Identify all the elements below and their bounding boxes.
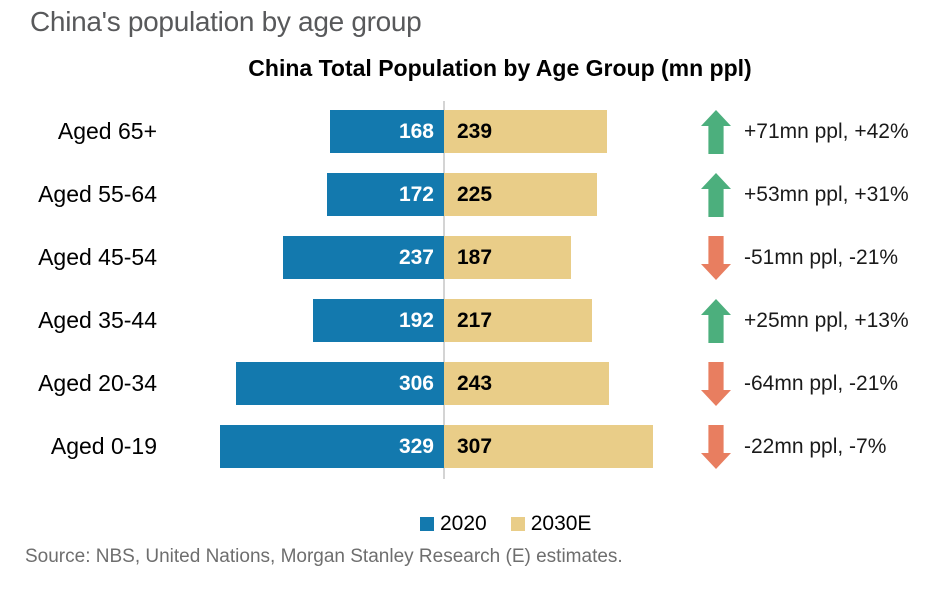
bar-2020: 192: [313, 299, 444, 342]
bar-value-2030e: 239: [457, 120, 493, 143]
bar-value-2020: 172: [398, 183, 434, 206]
trend-arrow-up-icon: [701, 172, 731, 217]
bar-value-2020: 306: [398, 372, 434, 395]
bar-value-2030e: 225: [457, 183, 493, 206]
trend-annotation: -51mn ppl, -21%: [744, 246, 899, 269]
trend-annotation: -64mn ppl, -21%: [744, 372, 899, 395]
row-label: Aged 45-54: [38, 244, 157, 270]
trend-annotation: +25mn ppl, +13%: [744, 309, 909, 332]
bar-2020: 306: [236, 362, 444, 405]
chart-title: China Total Population by Age Group (mn …: [248, 55, 752, 81]
legend-label-2020: 2020: [440, 512, 487, 535]
trend-annotation: +53mn ppl, +31%: [744, 183, 909, 206]
trend-arrow-up-icon: [701, 298, 731, 343]
bar-2030e: 307: [444, 425, 653, 468]
legend-swatch-2020-icon: [420, 517, 434, 531]
trend-arrow-down-icon: [701, 235, 731, 280]
trend-arrow-up-icon: [701, 109, 731, 154]
bar-value-2030e: 307: [457, 435, 493, 458]
legend-label-2030e: 2030E: [530, 512, 592, 535]
bar-2020: 172: [327, 173, 444, 216]
bar-2030e: 225: [444, 173, 597, 216]
bar-value-2020: 192: [398, 309, 434, 332]
bar-2020: 237: [283, 236, 444, 279]
trend-arrow-down-icon: [701, 361, 731, 406]
bar-2030e: 243: [444, 362, 609, 405]
bar-value-2020: 329: [398, 435, 434, 458]
row-label: Aged 0-19: [50, 433, 157, 459]
bar-2030e: 239: [444, 110, 607, 153]
bar-2020: 329: [220, 425, 444, 468]
source-note: Source: NBS, United Nations, Morgan Stan…: [25, 546, 623, 567]
center-axis-line: [443, 101, 445, 479]
bar-value-2020: 237: [398, 246, 434, 269]
trend-arrow-down-icon: [701, 424, 731, 469]
legend: 2020 2030E: [420, 512, 591, 536]
bar-value-2030e: 217: [457, 309, 493, 332]
row-label: Aged 20-34: [38, 370, 157, 396]
row-label: Aged 35-44: [38, 307, 157, 333]
row-label: Aged 55-64: [38, 181, 157, 207]
page-title: China's population by age group: [30, 6, 422, 37]
trend-annotation: -22mn ppl, -7%: [744, 435, 887, 458]
bar-value-2030e: 187: [457, 246, 493, 269]
trend-annotation: +71mn ppl, +42%: [744, 120, 909, 143]
bar-2030e: 187: [444, 236, 571, 279]
row-label: Aged 65+: [57, 118, 157, 144]
legend-swatch-2030e-icon: [510, 517, 525, 531]
bar-value-2020: 168: [398, 120, 434, 143]
bar-value-2030e: 243: [457, 372, 493, 395]
bar-2020: 168: [330, 110, 444, 153]
bar-2030e: 217: [444, 299, 592, 342]
